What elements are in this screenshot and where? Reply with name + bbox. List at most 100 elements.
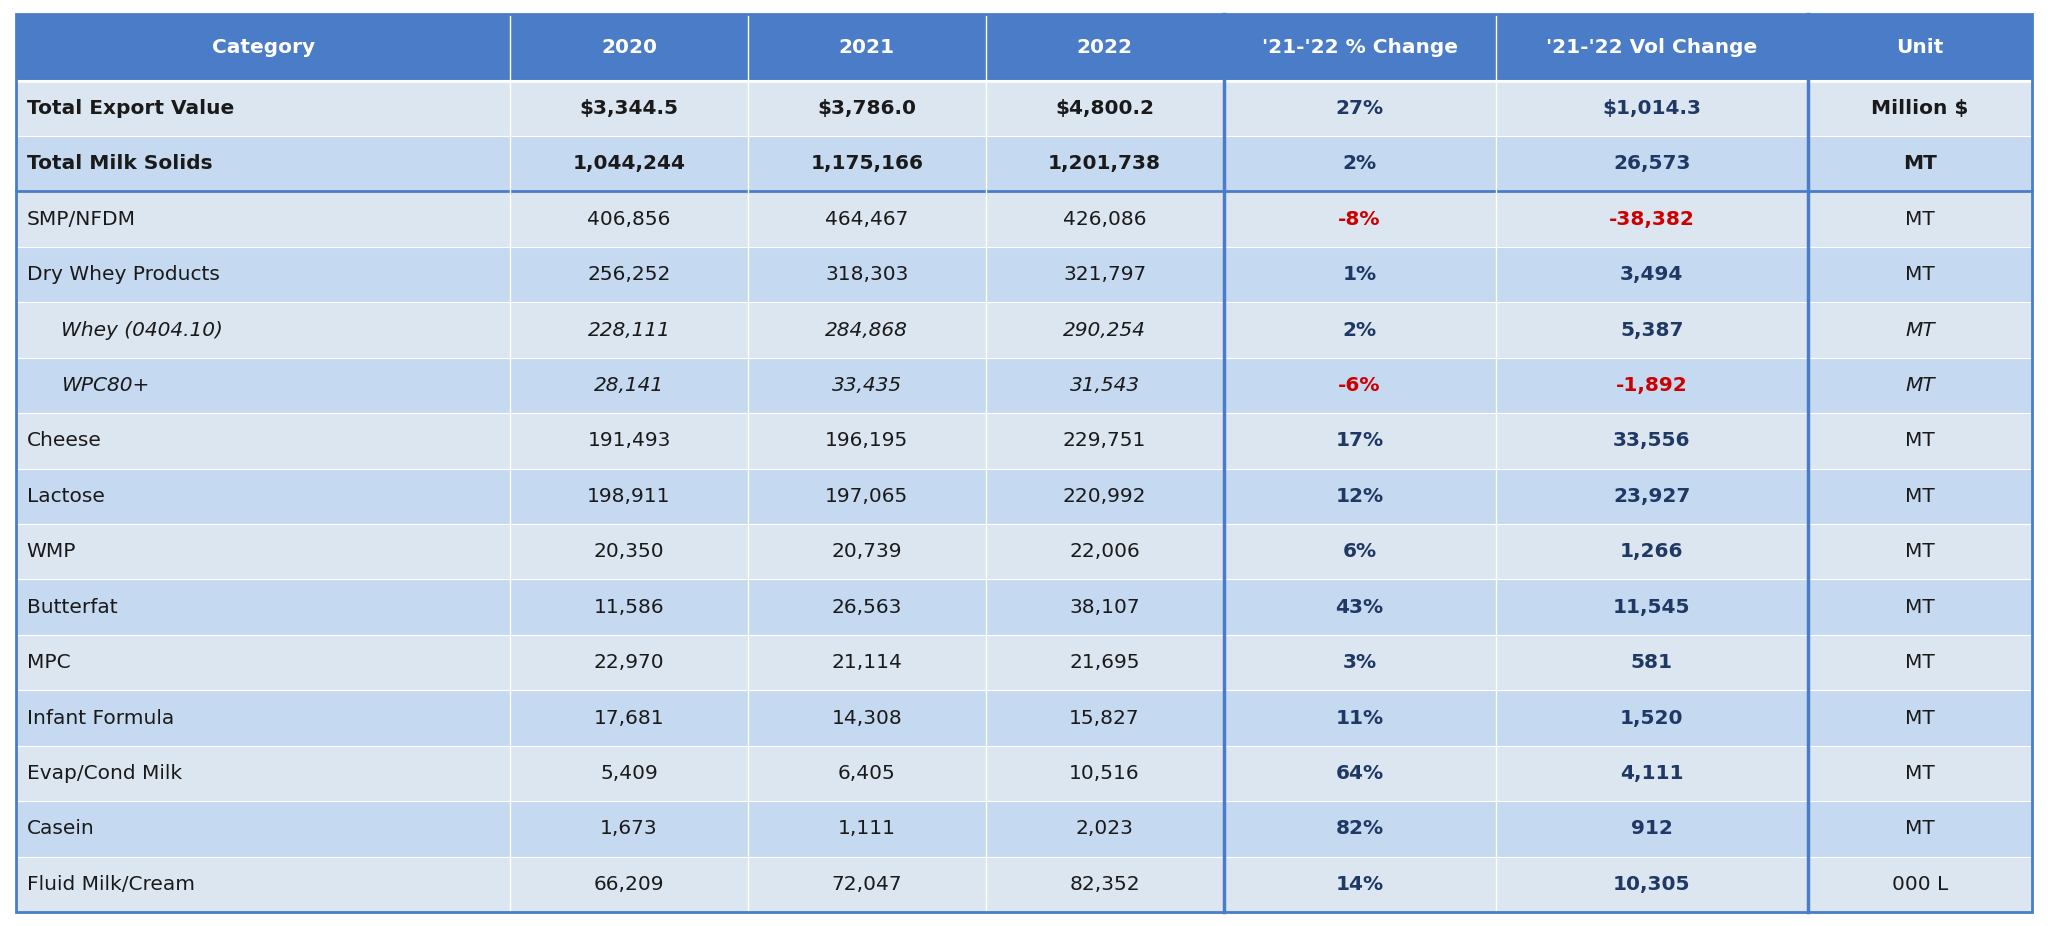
Bar <box>1495 635 1808 691</box>
Bar <box>16 81 510 136</box>
Bar <box>1495 136 1808 192</box>
Bar <box>985 745 1223 801</box>
Bar <box>16 580 510 635</box>
Text: MT: MT <box>1905 432 1935 450</box>
Text: 11%: 11% <box>1335 708 1384 728</box>
Text: MT: MT <box>1905 487 1935 506</box>
Bar <box>1495 247 1808 302</box>
Text: $3,786.0: $3,786.0 <box>817 99 915 118</box>
Bar <box>16 247 510 302</box>
Bar <box>1495 801 1808 857</box>
Bar <box>16 745 510 801</box>
Text: 464,467: 464,467 <box>825 209 909 229</box>
Bar <box>748 691 985 745</box>
Bar <box>1495 357 1808 413</box>
Text: 26,563: 26,563 <box>831 597 901 617</box>
Bar <box>16 857 510 912</box>
Text: 1,175,166: 1,175,166 <box>811 155 924 173</box>
Bar <box>1808 745 2032 801</box>
Bar <box>985 247 1223 302</box>
Bar <box>16 469 510 524</box>
Bar <box>1223 81 1495 136</box>
Text: -1,892: -1,892 <box>1616 376 1688 395</box>
Bar <box>16 136 510 192</box>
Text: 10,516: 10,516 <box>1069 764 1141 783</box>
Bar <box>510 357 748 413</box>
Bar <box>16 413 510 469</box>
Text: 3%: 3% <box>1343 653 1376 672</box>
Bar <box>1223 691 1495 745</box>
Text: 5,409: 5,409 <box>600 764 657 783</box>
Bar <box>510 469 748 524</box>
Bar <box>16 192 510 247</box>
Bar <box>510 801 748 857</box>
Text: 11,586: 11,586 <box>594 597 664 617</box>
Bar <box>1223 247 1495 302</box>
Text: Fluid Milk/Cream: Fluid Milk/Cream <box>27 875 195 894</box>
Text: 198,911: 198,911 <box>588 487 672 506</box>
Text: MT: MT <box>1905 543 1935 561</box>
Text: MT: MT <box>1905 265 1935 284</box>
Text: 196,195: 196,195 <box>825 432 909 450</box>
Bar <box>1223 302 1495 357</box>
Bar <box>510 14 748 81</box>
Bar <box>16 691 510 745</box>
Bar <box>510 247 748 302</box>
Bar <box>748 857 985 912</box>
Text: 228,111: 228,111 <box>588 320 670 340</box>
Text: MT: MT <box>1905 764 1935 783</box>
Text: Evap/Cond Milk: Evap/Cond Milk <box>27 764 182 783</box>
Bar <box>748 81 985 136</box>
Bar <box>1808 192 2032 247</box>
Text: 28,141: 28,141 <box>594 376 664 395</box>
Bar <box>985 14 1223 81</box>
Text: Cheese: Cheese <box>27 432 102 450</box>
Text: 197,065: 197,065 <box>825 487 909 506</box>
Bar <box>1223 524 1495 580</box>
Text: MT: MT <box>1905 820 1935 838</box>
Bar <box>1495 192 1808 247</box>
Text: 23,927: 23,927 <box>1614 487 1690 506</box>
Text: -8%: -8% <box>1337 209 1380 229</box>
Bar <box>510 857 748 912</box>
Bar <box>1808 81 2032 136</box>
Text: 2,023: 2,023 <box>1075 820 1133 838</box>
Text: 14,308: 14,308 <box>831 708 903 728</box>
Text: Total Milk Solids: Total Milk Solids <box>27 155 213 173</box>
Bar <box>1808 691 2032 745</box>
Bar <box>1808 857 2032 912</box>
Text: -38,382: -38,382 <box>1610 209 1694 229</box>
Text: 2020: 2020 <box>600 38 657 56</box>
Bar <box>985 635 1223 691</box>
Bar <box>1808 524 2032 580</box>
Bar <box>1223 635 1495 691</box>
Text: 318,303: 318,303 <box>825 265 909 284</box>
Text: 426,086: 426,086 <box>1063 209 1147 229</box>
Text: Category: Category <box>211 38 315 56</box>
Text: 3,494: 3,494 <box>1620 265 1683 284</box>
Text: 21,114: 21,114 <box>831 653 903 672</box>
Bar <box>1808 302 2032 357</box>
Text: 27%: 27% <box>1335 99 1384 118</box>
Text: Whey (0404.10): Whey (0404.10) <box>61 320 223 340</box>
Text: 33,435: 33,435 <box>831 376 901 395</box>
Bar <box>748 302 985 357</box>
Bar <box>1808 580 2032 635</box>
Bar <box>16 14 510 81</box>
Bar <box>510 413 748 469</box>
Bar <box>16 635 510 691</box>
Text: $1,014.3: $1,014.3 <box>1602 99 1702 118</box>
Text: 191,493: 191,493 <box>588 432 670 450</box>
Text: 82%: 82% <box>1335 820 1384 838</box>
Bar <box>1223 136 1495 192</box>
Bar <box>16 357 510 413</box>
Text: 2021: 2021 <box>840 38 895 56</box>
Bar <box>1223 413 1495 469</box>
Text: 12%: 12% <box>1335 487 1384 506</box>
Text: 66,209: 66,209 <box>594 875 664 894</box>
Text: 229,751: 229,751 <box>1063 432 1147 450</box>
Text: 11,545: 11,545 <box>1614 597 1690 617</box>
Text: 290,254: 290,254 <box>1063 320 1147 340</box>
Bar <box>1495 857 1808 912</box>
Bar <box>985 357 1223 413</box>
